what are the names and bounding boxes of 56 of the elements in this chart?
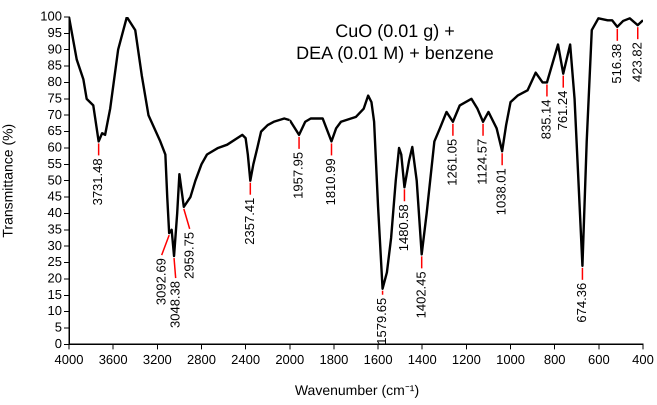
x-tick-label: 3200 — [142, 352, 172, 367]
annotation: 2959.75 — [181, 232, 196, 279]
annotation: 3731.48 — [90, 158, 106, 206]
y-tick-label: 80 — [48, 74, 62, 90]
y-tick-label: 65 — [48, 123, 62, 138]
annotation: 3048.38 — [167, 281, 182, 328]
y-tick-label: 0 — [54, 336, 62, 351]
annotation: 1480.58 — [396, 204, 412, 252]
y-tick-label: 35 — [48, 221, 62, 236]
y-axis-title: Transmittance (%) — [0, 124, 16, 238]
annotation: 3092.69 — [153, 258, 168, 306]
x-tick-label: 2800 — [187, 352, 216, 367]
annotation: 761.24 — [554, 90, 570, 130]
x-tick-label: 4000 — [54, 352, 84, 367]
y-tick-label: 40 — [48, 205, 62, 220]
annotation: 1810.99 — [323, 158, 338, 206]
annotation: 1402.45 — [413, 271, 428, 318]
y-tick-label: 20 — [48, 270, 62, 286]
annotation: 1038.01 — [494, 168, 509, 216]
annotation: 1261.05 — [444, 138, 460, 186]
y-tick-label: 95 — [48, 24, 62, 40]
y-tick-label: 75 — [48, 90, 62, 106]
x-tick-label: 400 — [632, 352, 654, 367]
annotation: 674.36 — [574, 282, 590, 323]
annotation: 423.82 — [629, 42, 644, 82]
y-tick-label: 85 — [48, 58, 62, 73]
y-tick-label: 25 — [48, 254, 62, 270]
y-tick-label: 55 — [48, 156, 62, 171]
y-tick-label: 100 — [40, 8, 62, 24]
annotation: 1124.57 — [474, 138, 490, 185]
annotation: 2357.41 — [242, 198, 257, 245]
text: CuO (0.01 g) + DEA (0.01 M) + benzene — [295, 20, 495, 64]
x-tick-label: 1200 — [452, 352, 481, 367]
y-tick-label: 60 — [48, 140, 62, 155]
x-tick-label: 2000 — [275, 352, 304, 367]
y-tick-label: 15 — [48, 286, 62, 302]
annotation: 1957.95 — [290, 152, 306, 199]
x-tick-label: 3600 — [98, 352, 128, 367]
x-tick-label: 1400 — [408, 352, 437, 367]
x-tick-label: 1000 — [496, 352, 525, 367]
x-tick-label: 800 — [544, 352, 566, 367]
annotation: 516.38 — [608, 44, 624, 84]
y-tick-label: 30 — [48, 238, 62, 253]
y-tick-label: 70 — [48, 106, 62, 122]
y-tick-label: 90 — [48, 41, 62, 56]
y-tick-label: 10 — [48, 303, 62, 318]
y-tick-label: 50 — [48, 172, 62, 188]
x-tick-label: 2400 — [231, 352, 260, 367]
x-axis-title: Wavenumber (cm⁻¹) — [294, 381, 420, 399]
x-tick-label: 600 — [588, 352, 610, 367]
x-tick-label: 1600 — [364, 352, 393, 367]
x-tick-label: 1800 — [319, 352, 348, 367]
annotation: 1579.65 — [374, 298, 390, 345]
annotation: 835.14 — [538, 99, 554, 140]
y-tick-label: 5 — [54, 320, 62, 335]
y-tick-label: 45 — [48, 188, 62, 204]
